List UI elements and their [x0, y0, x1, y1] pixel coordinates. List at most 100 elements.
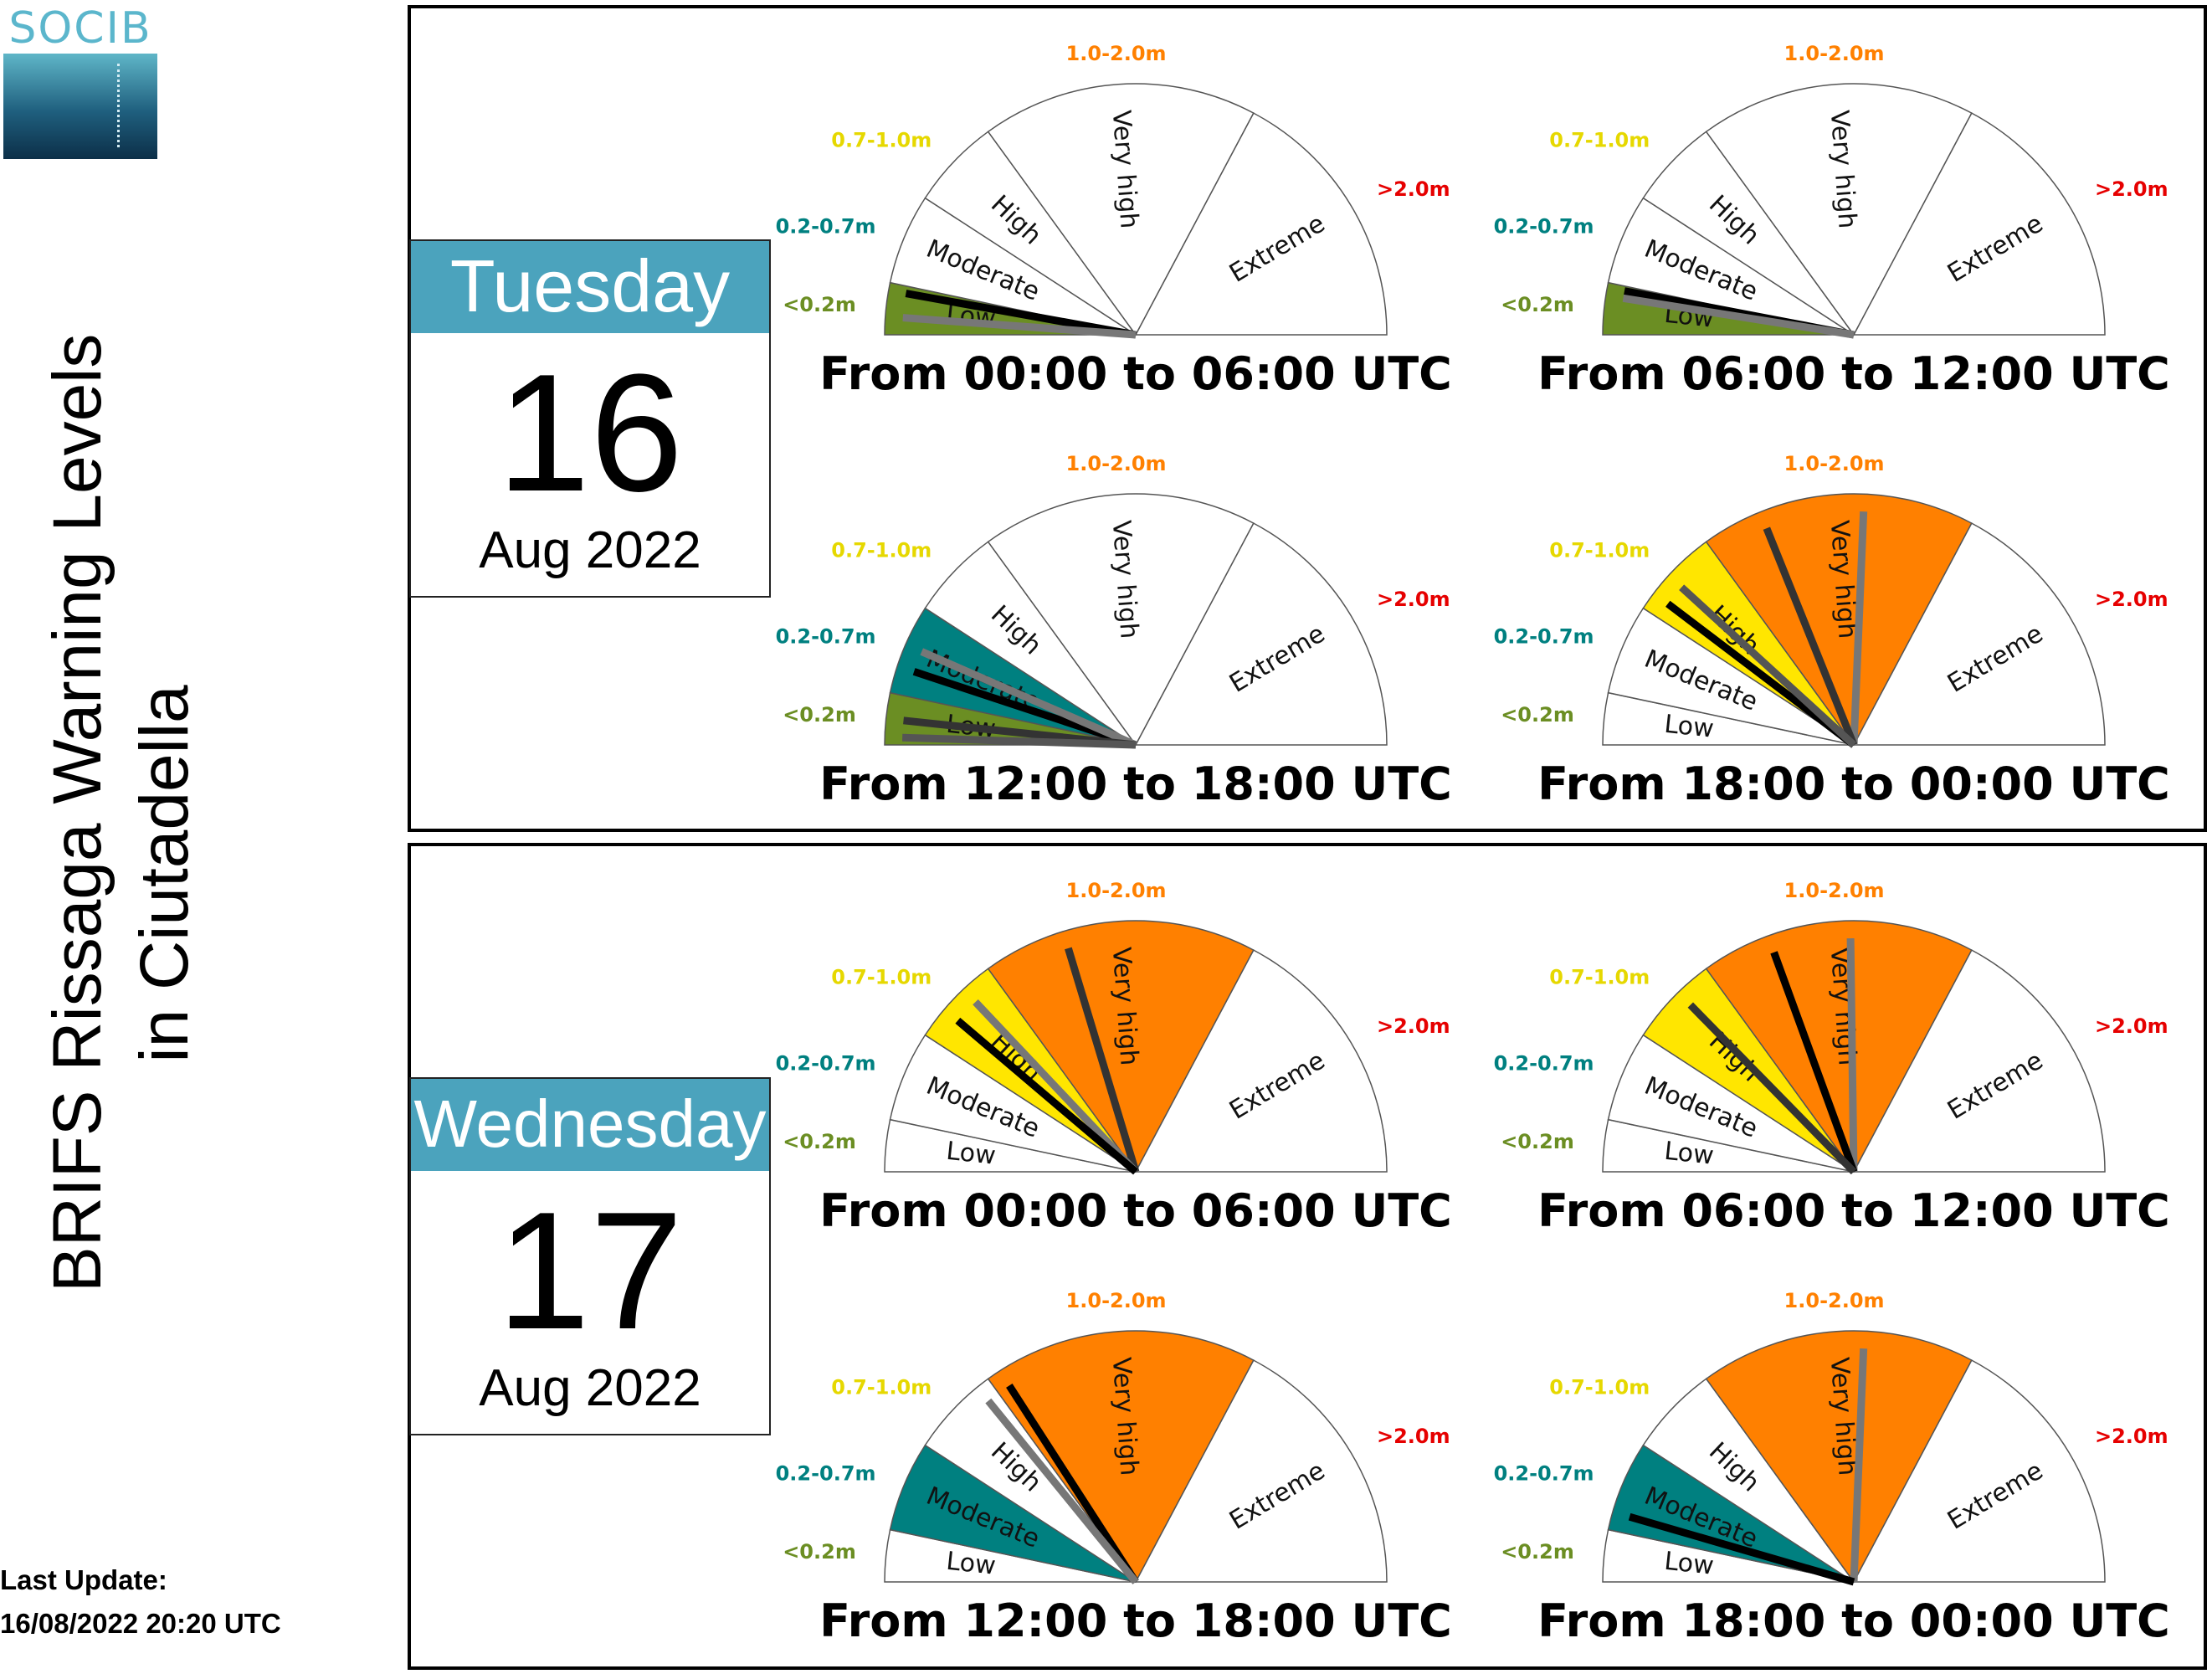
gauge-range-label: >2.0m [1377, 1425, 1450, 1448]
gauge-range-label: 0.2-0.7m [1494, 214, 1594, 238]
gauge-sector-very-high [987, 920, 1255, 1173]
gauge-range-label: 0.7-1.0m [1549, 129, 1650, 152]
logo-text: SOCIB [8, 3, 152, 54]
gauge-sector-extreme [1134, 949, 1388, 1173]
gauge-range-label: 1.0-2.0m [1784, 452, 1885, 475]
gauge-range-label: >2.0m [2095, 588, 2168, 611]
last-update-value: 16/08/2022 20:20 UTC [0, 1608, 281, 1639]
gauge-needle [1687, 1002, 1857, 1175]
gauge-needle [1006, 1384, 1139, 1584]
gauge-sector-very-high [1705, 1330, 1973, 1584]
gauge-title: From 18:00 to 00:00 UTC [1537, 1594, 2170, 1647]
gauge-category-label: Low [1663, 710, 1715, 744]
gauge-needle [1622, 294, 1855, 339]
gauge-range-label: 1.0-2.0m [1784, 879, 1885, 902]
gauge-range-label: 0.2-0.7m [776, 1461, 876, 1485]
gauge-range-label: 0.7-1.0m [1549, 539, 1650, 562]
gauge-sector-extreme [1134, 522, 1388, 746]
gauge-range-label: <0.2m [783, 293, 856, 316]
gauge-needle [1850, 511, 1868, 746]
day-number: 17 [496, 1178, 684, 1364]
gauge-range-label: >2.0m [1377, 1014, 1450, 1038]
gauge-range-label: >2.0m [2095, 1425, 2168, 1448]
gauge-title: From 06:00 to 12:00 UTC [1537, 1184, 2170, 1237]
gauge-sector-extreme [1852, 1359, 2106, 1583]
gauge-range-label: <0.2m [1501, 293, 1574, 316]
gauge-range-label: <0.2m [783, 703, 856, 727]
gauge-range-label: <0.2m [1501, 703, 1574, 727]
gauge-range-label: 0.2-0.7m [776, 214, 876, 238]
gauge-needle [955, 1017, 1138, 1175]
gauge-needle [1065, 947, 1140, 1173]
gauge-range-label: 0.7-1.0m [1549, 966, 1650, 989]
gauge-range-label: <0.2m [783, 1130, 856, 1153]
gauge-needle [1850, 1348, 1868, 1583]
socib-logo: SOCIB [3, 3, 157, 159]
gauge-range-label: >2.0m [2095, 177, 2168, 201]
gauge-needle [1770, 951, 1858, 1173]
gauge-range-label: 0.7-1.0m [831, 1376, 932, 1399]
gauge-range-label: 1.0-2.0m [1784, 1289, 1885, 1312]
gauge-range-label: 0.2-0.7m [776, 1051, 876, 1075]
gauge-title: From 12:00 to 18:00 UTC [819, 1594, 1452, 1647]
gauge-sector-extreme [1852, 112, 2106, 336]
gauge-range-label: 1.0-2.0m [1066, 42, 1167, 65]
gauge-sector-very-high [1705, 493, 1973, 747]
gauge-sector-very-high [987, 1330, 1255, 1584]
weekday-header: Tuesday [411, 241, 769, 333]
gauge-range-label: 0.7-1.0m [831, 539, 932, 562]
logo-graphic [3, 54, 157, 159]
gauge-needle [985, 1398, 1139, 1584]
date-card-1: Tuesday 16 Aug 2022 [409, 239, 771, 598]
gauge-category-label: Low [945, 1547, 997, 1581]
gauge-range-label: 1.0-2.0m [1066, 879, 1167, 902]
gauge-sector-extreme [1852, 949, 2106, 1173]
gauge-range-label: <0.2m [1501, 1130, 1574, 1153]
weekday-header: Wednesday [411, 1079, 769, 1171]
gauge-range-label: >2.0m [1377, 588, 1450, 611]
month-year: Aug 2022 [479, 521, 701, 579]
gauge-sector-extreme [1852, 522, 2106, 746]
gauge-sector-very-high [1705, 83, 1973, 336]
gauge-title: From 18:00 to 00:00 UTC [1537, 757, 2170, 810]
gauge-range-label: 0.2-0.7m [1494, 1051, 1594, 1075]
gauge-needle [973, 999, 1139, 1175]
last-update: Last Update: 16/08/2022 20:20 UTC [0, 1558, 281, 1646]
gauge-needle [905, 290, 1137, 339]
date-card-2: Wednesday 17 Aug 2022 [409, 1077, 771, 1435]
gauge-needle [1679, 584, 1857, 748]
gauge-range-label: 0.7-1.0m [831, 966, 932, 989]
logo-dotted-line [117, 64, 123, 147]
gauge-sector-very-high [987, 493, 1255, 747]
gauge-sector-extreme [1134, 1359, 1388, 1583]
gauge-title: From 00:00 to 06:00 UTC [819, 347, 1452, 400]
gauge-category-label: Low [945, 1137, 997, 1171]
gauge-needle [901, 733, 1137, 749]
gauge-range-label: >2.0m [1377, 177, 1450, 201]
gauge-range-label: <0.2m [783, 1540, 856, 1564]
gauge-range-label: 0.7-1.0m [1549, 1376, 1650, 1399]
gauge-range-label: <0.2m [1501, 1540, 1574, 1564]
gauge-needle [902, 314, 1137, 339]
last-update-label: Last Update: [0, 1564, 167, 1595]
month-year: Aug 2022 [479, 1359, 701, 1417]
gauge-category-label: Low [1663, 1547, 1715, 1581]
gauge-range-label: 0.2-0.7m [1494, 1461, 1594, 1485]
gauge-3: Low<0.2mModerate0.2-0.7mHigh0.7-1.0mVery… [776, 452, 1452, 810]
gauge-needle [920, 648, 1137, 749]
gauge-range-label: >2.0m [2095, 1014, 2168, 1038]
gauge-range-label: 1.0-2.0m [1066, 1289, 1167, 1312]
gauge-category-label: Low [1663, 1137, 1715, 1171]
gauge-range-label: 1.0-2.0m [1066, 452, 1167, 475]
gauge-title: From 12:00 to 18:00 UTC [819, 757, 1452, 810]
day-number: 16 [496, 340, 684, 526]
gauge-range-label: 0.2-0.7m [776, 624, 876, 648]
